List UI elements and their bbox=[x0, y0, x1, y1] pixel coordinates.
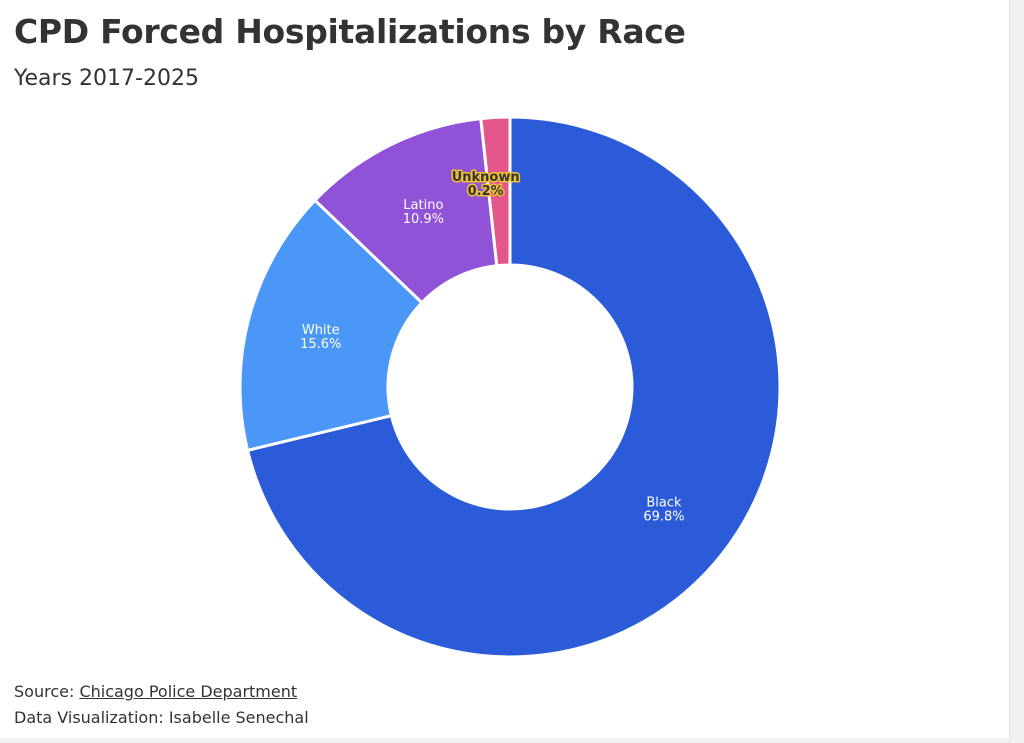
slice-value-unknown: 0.2% bbox=[468, 184, 504, 199]
slice-label-latino: Latino bbox=[403, 198, 443, 213]
slice-value-latino: 10.9% bbox=[403, 212, 444, 227]
source-link[interactable]: Chicago Police Department bbox=[79, 682, 298, 701]
page-edge-bottom bbox=[0, 738, 1009, 743]
slice-label-black: Black bbox=[646, 495, 682, 510]
slice-value-white: 15.6% bbox=[300, 337, 341, 352]
source-line: Source: Chicago Police Department bbox=[14, 682, 297, 701]
source-prefix: Source: bbox=[14, 682, 80, 701]
slice-label-white: White bbox=[302, 323, 340, 338]
chart-subtitle: Years 2017-2025 bbox=[14, 66, 199, 91]
slice-white[interactable] bbox=[238, 198, 424, 452]
slices-group bbox=[238, 115, 782, 659]
slice-black[interactable] bbox=[246, 115, 782, 659]
page-edge-right bbox=[1009, 0, 1024, 743]
credit-line: Data Visualization: Isabelle Senechal bbox=[14, 708, 309, 727]
slice-unknown[interactable] bbox=[479, 115, 512, 268]
slice-value-black: 69.8% bbox=[643, 509, 684, 524]
chart-title: CPD Forced Hospitalizations by Race bbox=[14, 12, 686, 51]
slice-label-unknown: Unknown bbox=[452, 170, 520, 185]
